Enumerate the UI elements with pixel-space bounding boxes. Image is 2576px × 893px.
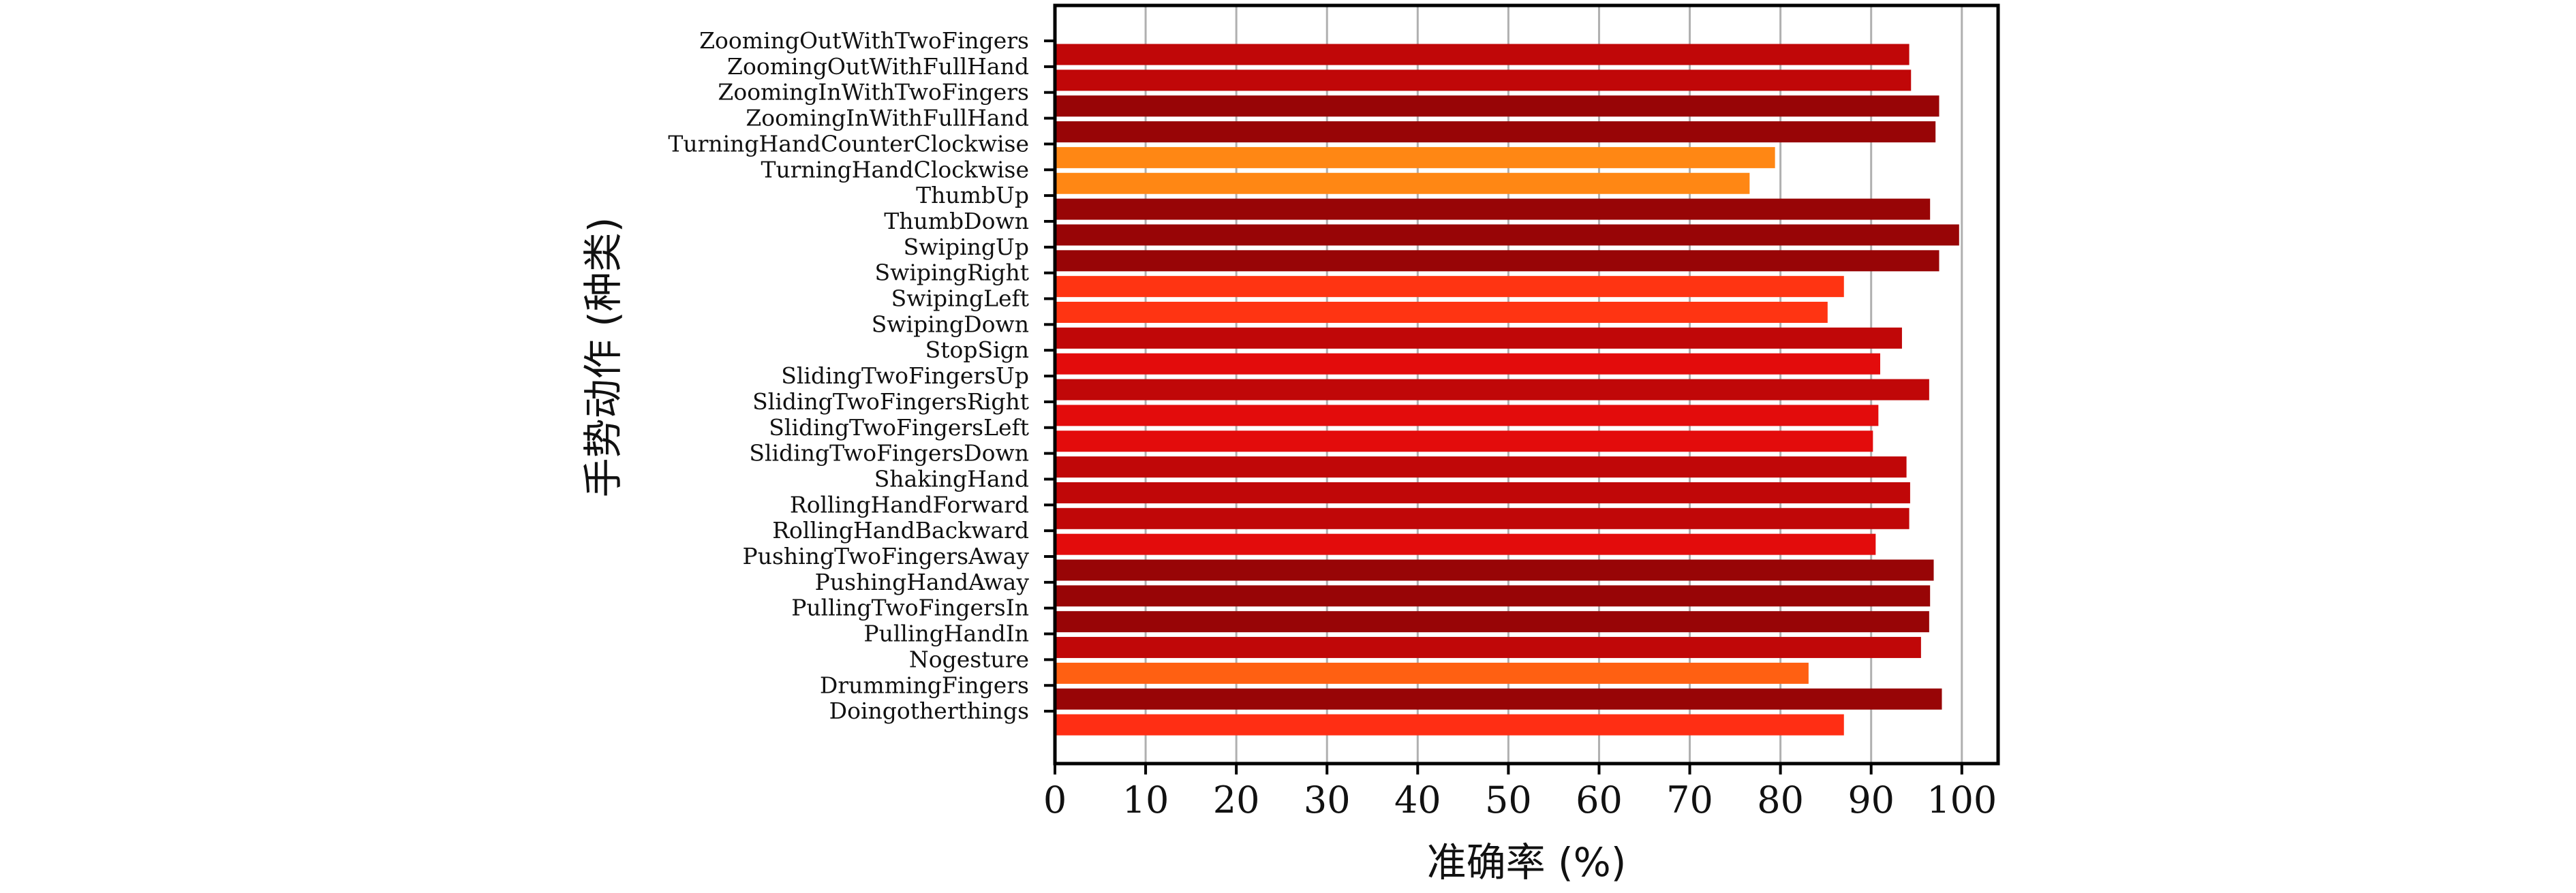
y-tick-label: SlidingTwoFingersLeft [769,414,1029,441]
x-tick-label: 0 [1043,779,1067,821]
plot-frame [1053,3,2000,766]
bar [1055,121,1936,143]
x-axis-label: 准确率 (%) [1427,839,1627,886]
bar [1055,379,1929,401]
y-axis-label: 手势动作 (种类) [580,217,626,498]
x-tick-label: 30 [1304,779,1351,821]
bar [1055,250,1939,272]
y-tick-label: ZoomingOutWithFullHand [727,53,1029,80]
y-tick-label: SlidingTwoFingersDown [749,440,1029,467]
y-tick-label: ZoomingOutWithTwoFingers [699,27,1029,54]
bar [1055,224,1959,246]
bar [1055,507,1910,529]
bar [1055,327,1902,349]
x-tick-label: 80 [1757,779,1804,821]
x-ticks: 0 10 20 30 40 50 60 70 80 90 100 [1043,764,1997,821]
x-tick-label: 90 [1847,779,1895,821]
y-tick-label: Doingotherthings [829,698,1029,724]
bar [1055,482,1910,503]
y-tick-label: SlidingTwoFingersRight [752,388,1029,415]
x-tick-label: 50 [1485,779,1532,821]
y-ticks: ZoomingOutWithTwoFingersZoomingOutWithFu… [668,27,1055,724]
y-tick-label: DrummingFingers [820,672,1029,698]
bar [1055,456,1907,478]
bar [1055,533,1876,555]
bar [1055,69,1912,91]
x-tick-label: 40 [1394,779,1441,821]
y-tick-label: PushingTwoFingersAway [742,543,1029,569]
bar [1055,611,1929,633]
bar [1055,302,1828,323]
y-tick-label: SwipingUp [904,234,1029,260]
y-tick-label: StopSign [925,336,1029,363]
x-tick-label: 10 [1122,779,1169,821]
bar [1055,405,1879,426]
y-tick-label: ThumbUp [916,182,1029,208]
bar [1055,430,1873,452]
bar [1055,44,1910,65]
y-tick-label: TurningHandClockwise [761,156,1029,183]
y-tick-label: ThumbDown [884,208,1029,234]
y-tick-label: SwipingDown [872,311,1029,337]
y-tick-label: Nogesture [909,646,1029,672]
bar [1055,662,1809,684]
y-tick-label: PullingTwoFingersIn [791,595,1029,621]
bar [1055,146,1775,168]
bar [1055,172,1750,194]
y-tick-label: RollingHandForward [790,491,1029,518]
bar [1055,559,1934,581]
x-tick-label: 100 [1927,779,1997,821]
x-tick-label: 70 [1666,779,1713,821]
bars [1055,44,1959,736]
bar [1055,276,1844,298]
y-tick-label: PullingHandIn [863,621,1029,647]
bar [1055,585,1931,607]
y-tick-label: SwipingLeft [891,285,1029,312]
bar [1055,95,1939,117]
y-tick-label: PushingHandAway [815,569,1030,595]
bar [1055,353,1880,375]
x-tick-label: 60 [1576,779,1623,821]
y-tick-label: ShakingHand [874,465,1029,492]
bar [1055,688,1942,710]
y-tick-label: ZoomingInWithFullHand [746,105,1029,131]
y-tick-label: ZoomingInWithTwoFingers [718,79,1029,106]
bar [1055,198,1931,220]
y-tick-label: SwipingRight [874,260,1029,286]
bar [1055,637,1921,659]
y-tick-label: RollingHandBackward [772,517,1029,544]
y-tick-label: TurningHandCounterClockwise [668,130,1029,157]
x-tick-label: 20 [1213,779,1260,821]
bar [1055,714,1844,736]
y-tick-label: SlidingTwoFingersUp [781,362,1029,389]
